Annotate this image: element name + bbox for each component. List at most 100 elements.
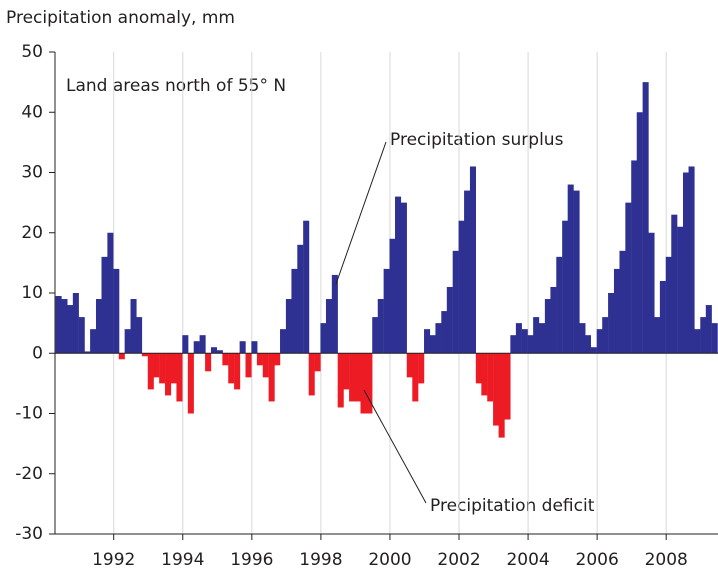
y-tick-label: 50 bbox=[21, 42, 43, 62]
bar bbox=[228, 353, 235, 384]
bar bbox=[406, 353, 413, 378]
bar bbox=[354, 353, 362, 402]
bar bbox=[234, 353, 241, 390]
bar bbox=[642, 82, 649, 354]
bar bbox=[159, 353, 166, 384]
bar bbox=[550, 286, 557, 354]
bar bbox=[291, 268, 298, 354]
bar bbox=[562, 220, 569, 354]
bar bbox=[124, 329, 131, 354]
bar bbox=[308, 353, 315, 396]
bar bbox=[84, 351, 91, 354]
x-tick-label: 1996 bbox=[230, 550, 273, 570]
bar bbox=[337, 353, 344, 408]
bar bbox=[424, 329, 431, 354]
bar bbox=[700, 317, 707, 354]
bar bbox=[130, 299, 137, 354]
bar bbox=[636, 112, 643, 354]
bar bbox=[458, 220, 465, 354]
bar bbox=[66, 305, 74, 354]
bar bbox=[469, 166, 477, 354]
bar bbox=[654, 317, 661, 354]
bar bbox=[544, 299, 551, 354]
bar bbox=[377, 299, 384, 354]
bar bbox=[590, 347, 597, 354]
bar bbox=[343, 353, 350, 390]
bar bbox=[239, 341, 246, 354]
y-tick-label: 0 bbox=[32, 343, 43, 363]
x-tick-label: 2004 bbox=[506, 550, 549, 570]
bar bbox=[101, 256, 108, 354]
bar bbox=[533, 317, 540, 354]
bar bbox=[136, 317, 143, 354]
y-tick-label: 40 bbox=[21, 102, 43, 122]
bar bbox=[389, 238, 396, 354]
bar bbox=[521, 329, 528, 354]
bar bbox=[705, 305, 712, 354]
x-tick-label: 2002 bbox=[437, 550, 480, 570]
x-tick-label: 1998 bbox=[299, 550, 342, 570]
bar bbox=[187, 353, 194, 414]
bar bbox=[193, 341, 200, 354]
bar bbox=[665, 256, 672, 354]
bar bbox=[573, 190, 580, 354]
bar bbox=[107, 232, 114, 354]
bar bbox=[147, 353, 154, 390]
bar bbox=[72, 293, 79, 354]
bar bbox=[113, 268, 120, 354]
bar bbox=[412, 353, 419, 402]
bar bbox=[262, 353, 269, 378]
x-tick-label: 1992 bbox=[92, 550, 135, 570]
bar bbox=[435, 323, 442, 354]
annotation: Precipitation surplus bbox=[390, 130, 564, 150]
y-tick-label: 20 bbox=[21, 223, 43, 243]
bar bbox=[245, 353, 252, 378]
bar bbox=[78, 317, 85, 354]
bar bbox=[556, 256, 563, 354]
x-tick-label: 2006 bbox=[576, 550, 619, 570]
bar bbox=[320, 323, 327, 354]
bar bbox=[274, 353, 281, 366]
y-tick-label: -20 bbox=[15, 464, 43, 484]
y-tick-label: 30 bbox=[21, 163, 43, 183]
bar bbox=[349, 353, 356, 402]
bar bbox=[694, 329, 701, 354]
bar bbox=[475, 353, 482, 384]
bar bbox=[671, 214, 678, 354]
x-tick-label: 2000 bbox=[368, 550, 411, 570]
bar bbox=[285, 299, 292, 354]
bar bbox=[487, 353, 494, 402]
bar bbox=[325, 299, 333, 354]
bar bbox=[395, 196, 402, 354]
bar bbox=[441, 311, 448, 354]
bar bbox=[366, 353, 373, 414]
bar bbox=[527, 335, 534, 354]
annotation: Precipitation deficit bbox=[430, 496, 595, 516]
bar bbox=[182, 335, 189, 354]
bar bbox=[429, 335, 436, 354]
bar bbox=[659, 280, 666, 354]
y-tick-label: -10 bbox=[15, 404, 43, 424]
bar bbox=[256, 353, 263, 366]
plot-area: 1992 1994 1996 1998 2000 2002 2004 2006 2008 -30 -… bbox=[15, 42, 718, 570]
bar bbox=[360, 353, 367, 414]
bar bbox=[648, 232, 655, 354]
bar bbox=[61, 299, 68, 354]
bar bbox=[504, 353, 511, 420]
bar bbox=[297, 244, 304, 354]
bar bbox=[383, 268, 390, 354]
bar bbox=[711, 323, 718, 354]
bar bbox=[464, 190, 471, 354]
bar bbox=[452, 250, 459, 354]
bar bbox=[268, 353, 275, 402]
bar bbox=[90, 329, 97, 354]
bar bbox=[625, 202, 632, 354]
bar bbox=[222, 353, 229, 366]
bar bbox=[539, 323, 546, 354]
bar bbox=[613, 268, 621, 354]
bar bbox=[165, 353, 172, 396]
bar bbox=[176, 353, 183, 402]
bar bbox=[199, 335, 206, 354]
bar bbox=[280, 329, 287, 354]
